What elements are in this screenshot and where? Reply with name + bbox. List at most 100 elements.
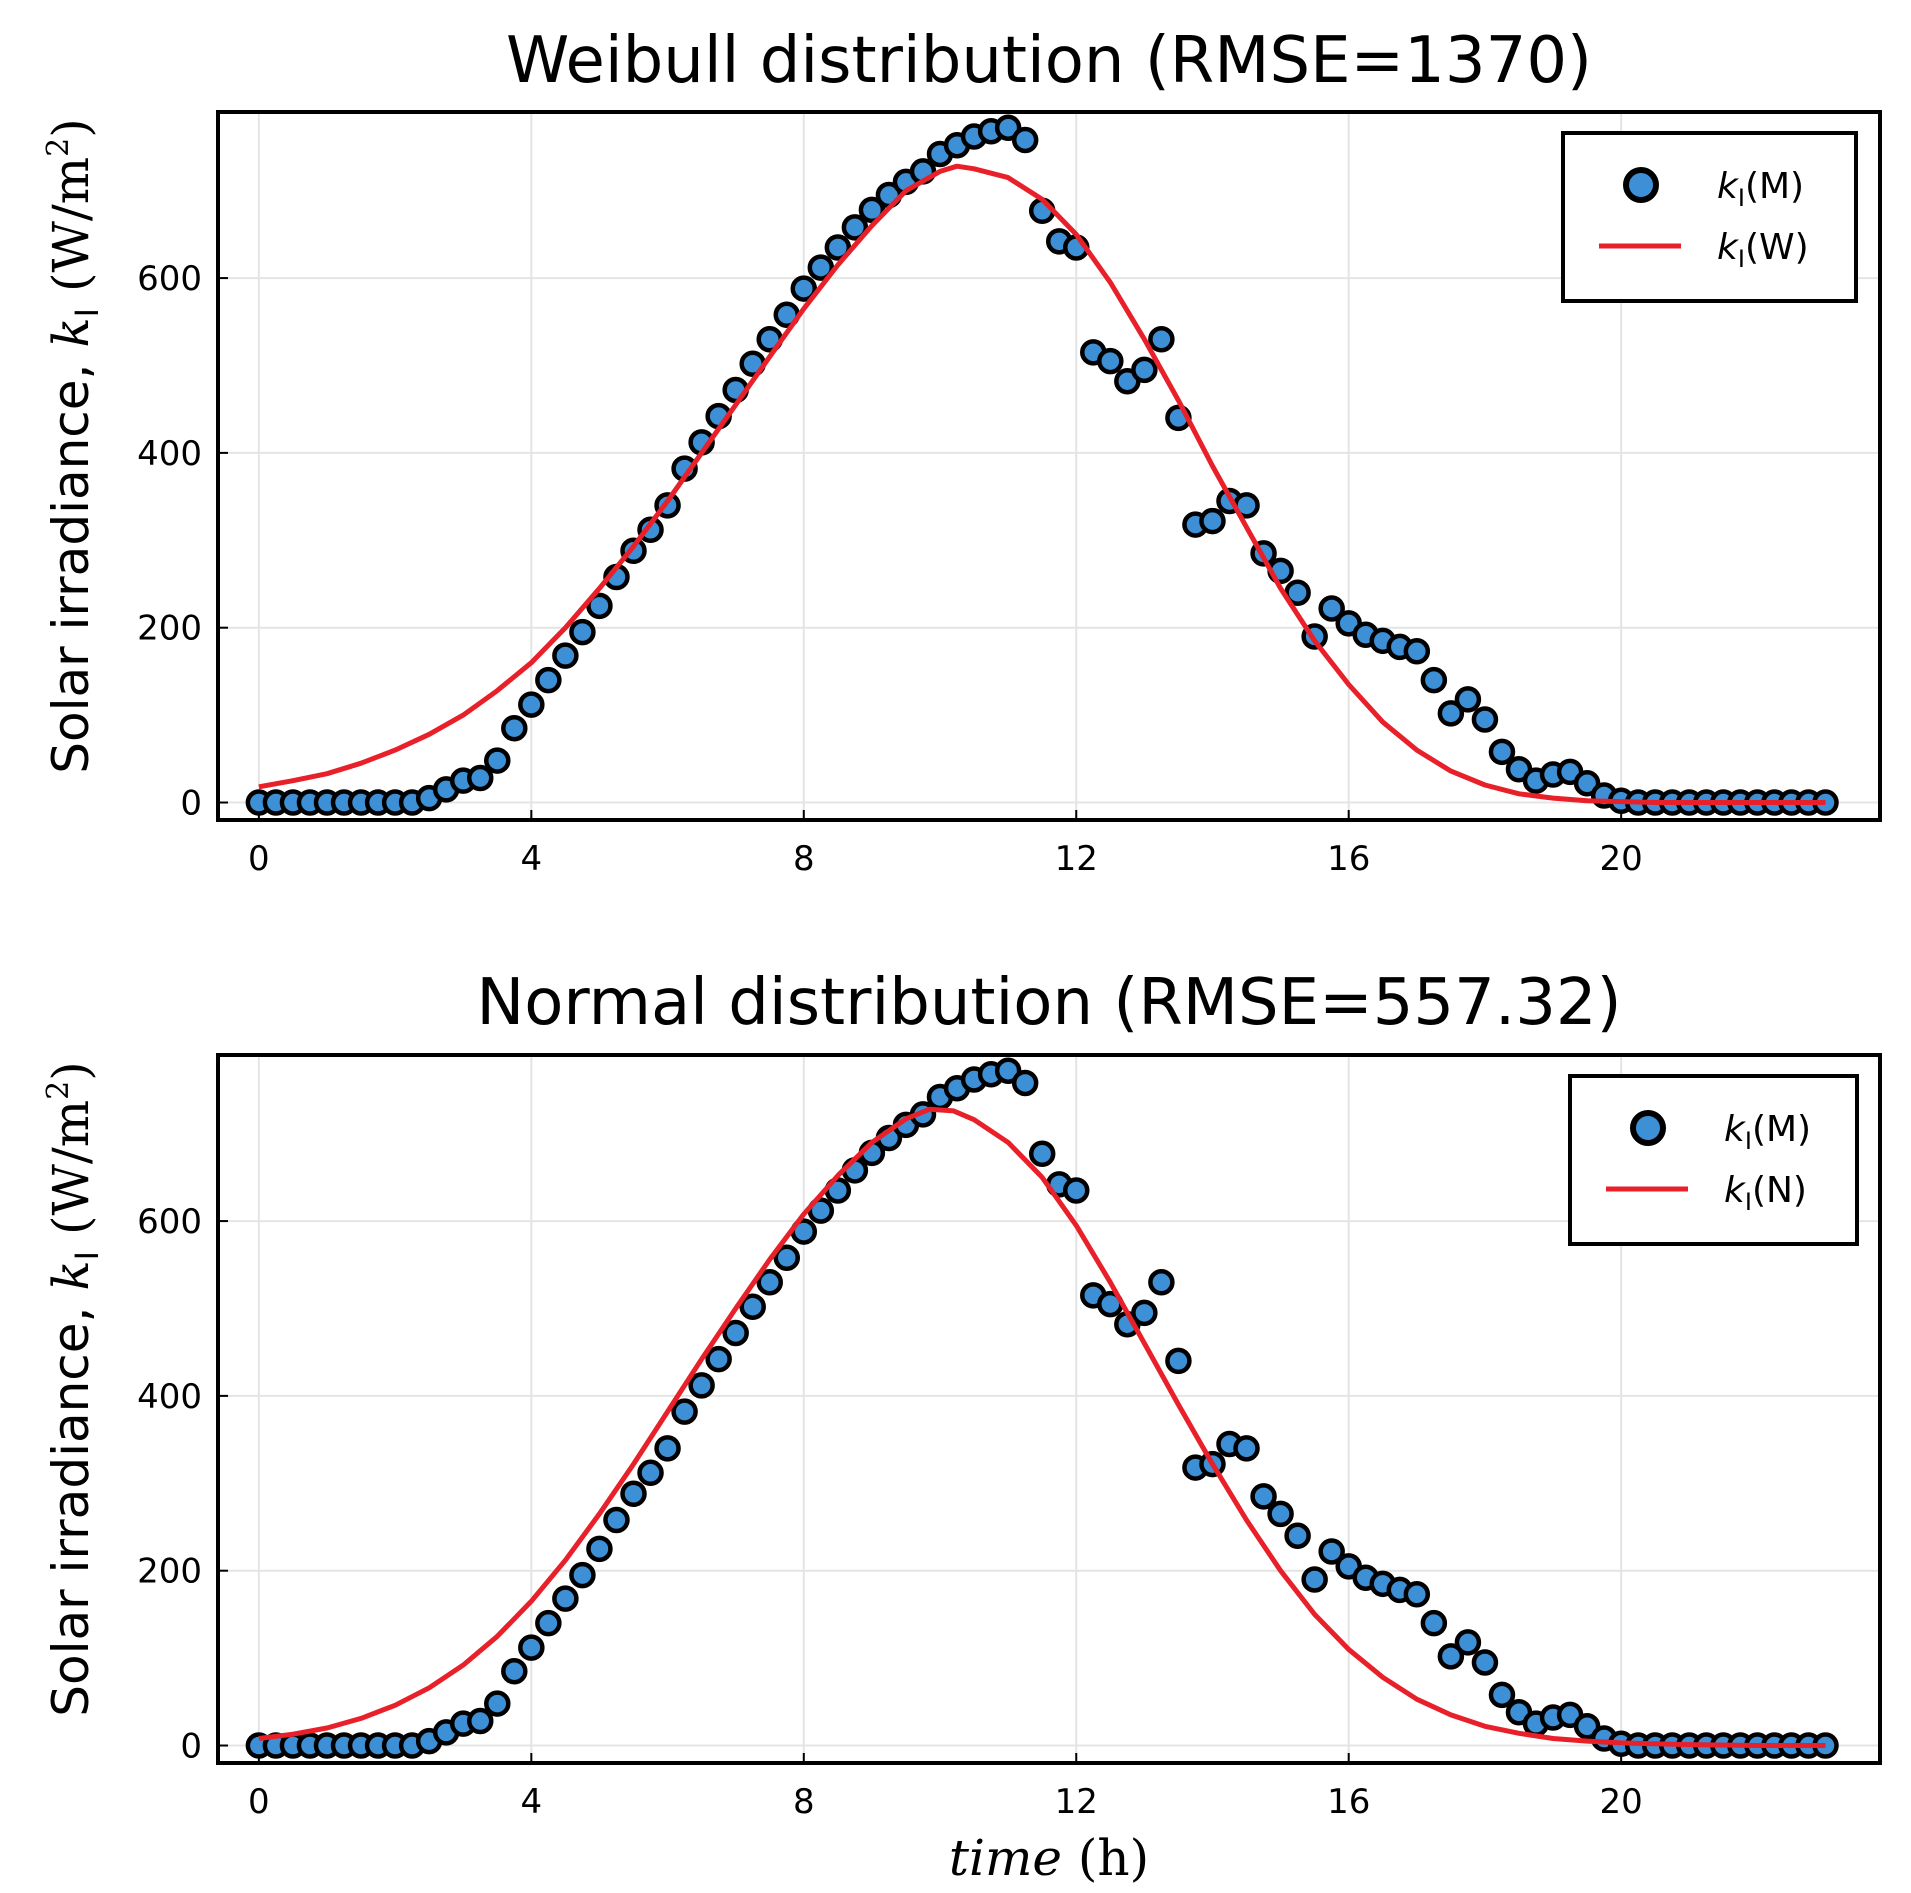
legend: kI(M) kI(N) [1568,1074,1859,1246]
data-point [1028,1140,1056,1168]
legend-label-measured: kI(M) [1724,1109,1811,1155]
legend-box [1561,131,1858,303]
data-point [1471,1649,1499,1676]
data-point [858,196,886,224]
data-point [637,1459,664,1487]
data-point [1284,579,1311,606]
data-point [586,1535,613,1563]
data-point [1488,738,1516,766]
y-tick-label: 0 [180,784,202,824]
data-point [535,1609,562,1637]
data-point [1199,507,1226,535]
x-tick-label: 12 [1055,839,1098,879]
x-tick-label: 0 [248,1782,270,1822]
y-tick-label: 400 [137,434,202,474]
data-point [841,214,869,241]
data-point [552,642,579,669]
chart-title: Weibull distribution (RMSE=1370) [506,24,1592,98]
x-tick-label: 8 [793,1782,815,1822]
data-point [1250,1483,1277,1510]
x-tick-label: 20 [1600,839,1643,879]
data-point [637,516,664,544]
y-tick-label: 400 [137,1377,202,1417]
data-point [518,1634,545,1661]
data-point [1131,1299,1158,1327]
data-point [603,1506,630,1534]
x-tick-label: 12 [1055,1782,1098,1822]
x-tick-label: 16 [1327,1782,1370,1822]
data-point [466,1707,494,1735]
data-point [535,666,562,694]
data-point [688,1372,715,1399]
data-point [824,234,852,261]
chart-title: Normal distribution (RMSE=557.32) [476,966,1621,1040]
x-axis-label: time (h) [949,1829,1149,1887]
data-point [841,1157,869,1184]
data-point [1233,1435,1260,1462]
data-point [1097,347,1124,375]
data-point [773,1244,801,1272]
data-point [569,618,596,646]
data-point [1165,1347,1192,1375]
data-point [1454,1629,1482,1656]
data-point [1267,1500,1294,1528]
fit-curve-line [258,163,1826,805]
data-point [1011,1069,1039,1097]
y-tick-label: 600 [137,1202,202,1242]
fit-curve-line [258,1106,1826,1748]
y-tick-label: 200 [137,609,202,649]
y-tick-label: 0 [180,1727,202,1767]
data-point [484,1690,511,1717]
data-point [994,114,1022,141]
x-tick-label: 4 [521,839,543,879]
legend-box [1568,1074,1859,1246]
x-tick-label: 8 [793,839,815,879]
data-point [722,1319,749,1347]
data-point [620,1480,647,1508]
data-point [739,1293,766,1320]
data-point [1131,356,1158,384]
data-point [1011,126,1039,154]
y-axis-label: Solar irradiance, kI (W/m2) [41,1061,106,1717]
data-point [501,714,528,742]
data-point [1454,686,1482,713]
plot-frame [216,1053,1882,1765]
x-tick-label: 4 [521,1782,543,1822]
data-point [1284,1522,1311,1549]
y-tick-label: 600 [137,259,202,299]
data-point [1437,1643,1465,1670]
data-point [586,592,613,620]
data-point [552,1585,579,1612]
legend-marker-icon [1630,1110,1666,1146]
data-point [756,1269,783,1296]
data-point [1420,666,1448,694]
data-point [807,254,835,281]
data-point [994,1057,1022,1084]
data-point [1403,1581,1431,1608]
data-point [790,275,818,302]
data-point [1301,1566,1328,1593]
data-point [1573,1713,1601,1740]
legend-marker-icon [1623,167,1659,203]
data-point [1488,1681,1516,1709]
y-tick-label: 200 [137,1552,202,1592]
legend-label-fit: kI(N) [1724,1170,1807,1216]
data-point [654,1435,681,1462]
data-point [1062,1177,1090,1204]
data-point [1403,638,1431,665]
plot-frame [216,110,1882,822]
data-point [1318,1538,1345,1565]
x-tick-label: 0 [248,839,270,879]
x-tick-label: 20 [1600,1782,1643,1822]
y-axis-label: Solar irradiance, kI (W/m2) [41,118,106,774]
data-point [501,1657,528,1685]
data-point [1471,706,1499,733]
data-point [518,691,545,718]
data-point [569,1561,596,1589]
x-tick-label: 16 [1327,839,1370,879]
legend-label-fit: kI(W) [1717,227,1809,273]
data-point [705,1345,732,1373]
data-point [484,747,511,774]
